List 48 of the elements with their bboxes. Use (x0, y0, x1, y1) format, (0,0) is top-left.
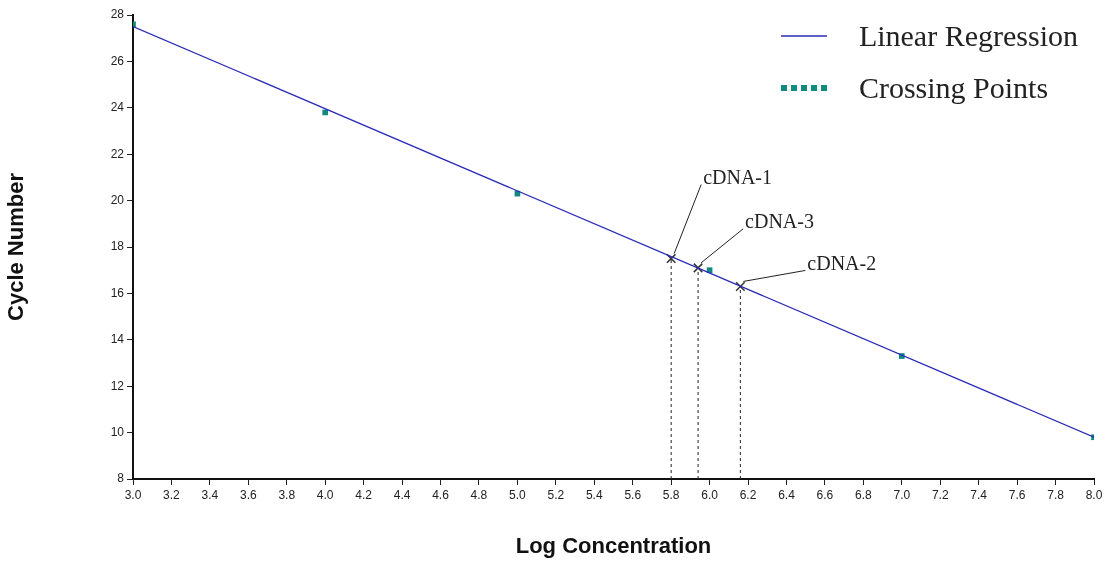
x-axis-title: Log Concentration (515, 532, 712, 558)
x-tick-label: 3.4 (201, 487, 219, 502)
x-tick-label: 7.4 (970, 487, 988, 502)
x-tick-label: 5.4 (585, 487, 603, 502)
legend-label: Linear Regression (858, 19, 1078, 53)
x-tick-label: 8.0 (1085, 487, 1103, 502)
x-tick-label: 4.6 (432, 487, 450, 502)
y-tick-label: 14 (110, 332, 125, 347)
annotation: cDNA-3 (745, 210, 814, 233)
x-tick-label: 5.2 (547, 487, 565, 502)
y-tick-label: 22 (110, 146, 125, 161)
annotation: cDNA-1 (703, 165, 773, 188)
x-tick-label: 6.0 (701, 487, 719, 502)
x-tick-label: 7.2 (931, 487, 949, 502)
x-tick-label: 3.6 (239, 487, 257, 502)
y-tick-label: 10 (110, 424, 125, 439)
x-tick-label: 6.8 (855, 487, 873, 502)
x-tick-label: 5.0 (509, 487, 527, 502)
point (693, 262, 704, 273)
x-tick-label: 7.0 (893, 487, 911, 502)
x-tick-label: 3.0 (124, 487, 142, 502)
x-tick-label: 5.6 (624, 487, 642, 502)
y-tick-label: 16 (110, 285, 125, 300)
legend-label: Crossing Points (858, 71, 1049, 105)
point (322, 109, 329, 116)
y-tick-label: 24 (110, 100, 125, 115)
x-tick-label: 4.0 (316, 487, 334, 502)
x-tick-label: 6.4 (778, 487, 796, 502)
y-tick-label: 12 (110, 378, 125, 393)
y-tick-label: 20 (110, 192, 125, 207)
x-tick-label: 5.8 (662, 487, 680, 502)
x-tick-label: 4.8 (470, 487, 488, 502)
annotation: cDNA-2 (807, 251, 877, 274)
point (666, 253, 677, 264)
x-tick-label: 7.6 (1008, 487, 1026, 502)
y-axis-title: Cycle Number (3, 172, 29, 321)
x-tick-label: 7.8 (1047, 487, 1065, 502)
x-tick-label: 3.8 (278, 487, 296, 502)
point (735, 281, 746, 292)
x-tick-label: 6.6 (816, 487, 834, 502)
y-tick-label: 18 (110, 239, 125, 254)
x-tick-label: 4.2 (355, 487, 373, 502)
y-tick-label: 8 (117, 471, 125, 486)
x-tick-label: 4.4 (393, 487, 411, 502)
y-tick-label: 26 (110, 53, 125, 68)
y-tick-label: 28 (110, 7, 125, 22)
x-tick-label: 3.2 (163, 487, 181, 502)
x-tick-label: 6.2 (739, 487, 757, 502)
